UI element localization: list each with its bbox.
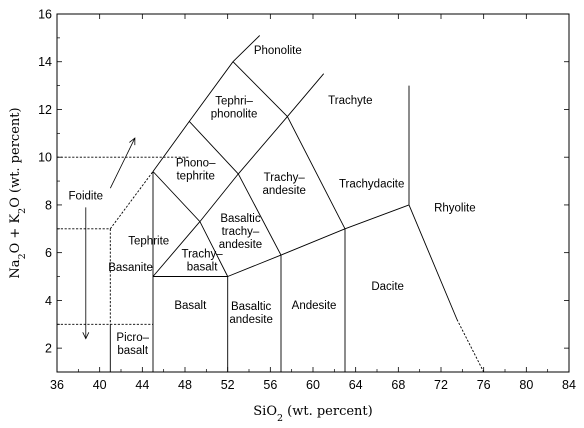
field-label-trachyandesite: Trachy– andesite [262, 172, 305, 197]
y-tick-label: 4 [45, 294, 52, 308]
x-tick-label: 72 [434, 378, 448, 392]
field-label-andesite: Andesite [292, 300, 337, 312]
field-label-phonotephrite: Phono– tephrite [176, 158, 216, 183]
x-tick-label: 36 [50, 378, 64, 392]
x-tick-label: 64 [349, 378, 363, 392]
x-tick-label: 40 [93, 378, 107, 392]
field-label-dacite: Dacite [371, 281, 404, 293]
boundary-trachyte-divider [286, 116, 346, 230]
arrow-up-right [109, 137, 136, 189]
boundary-lines [57, 35, 485, 373]
x-axis-label: SiO2 (wt. percent) [253, 404, 372, 424]
field-label-basaltic-trachyandesite: Basaltic trachy– andesite [219, 213, 262, 251]
y-tick-label: 2 [45, 342, 52, 356]
y-tick-label: 8 [45, 198, 52, 212]
y-tick-label: 14 [38, 55, 52, 69]
x-tick-label: 56 [263, 378, 277, 392]
field-label-trachybasalt: Trachy– basalt [182, 248, 224, 273]
x-tick-label: 60 [306, 378, 320, 392]
y-axis-ticks: 2 4 6 8 10 12 14 16 [38, 8, 569, 373]
boundary-foidite-diagonal [109, 171, 154, 230]
boundary-s2-top [199, 73, 325, 222]
plot-frame [56, 13, 570, 373]
field-label-picrobasalt: Picro– basalt [116, 332, 149, 357]
y-axis-label: Na2O + K2O (wt. percent) [8, 107, 28, 278]
x-tick-label: 76 [477, 378, 491, 392]
y-tick-label: 16 [38, 8, 52, 22]
arrows [82, 137, 136, 340]
field-label-basanite: Basanite [108, 262, 153, 274]
y-tick-label: 6 [45, 246, 52, 260]
boundary-u3-top [232, 61, 288, 117]
field-label-rhyolite: Rhyolite [434, 202, 476, 214]
x-tick-label: 80 [519, 378, 533, 392]
boundary-dacite-right-dashed [456, 319, 485, 373]
boundary-dacite-right-solid [408, 204, 458, 320]
x-tick-label: 84 [562, 378, 576, 392]
field-label-basaltic-andesite: Basaltic andesite [229, 301, 272, 326]
x-tick-label: 68 [391, 378, 405, 392]
x-axis-ticks: 36 40 44 48 52 56 60 64 68 72 76 80 84 [50, 14, 576, 392]
x-tick-label: 48 [178, 378, 192, 392]
arrow-down [82, 207, 90, 340]
boundary-trachy-basalt-lower [152, 221, 201, 277]
boundary-ab-chain [227, 204, 410, 277]
field-label-phonolite: Phonolite [254, 45, 302, 57]
x-tick-label: 44 [135, 378, 149, 392]
field-label-foidite: Foidite [69, 190, 104, 202]
boundary-u2-top [188, 121, 239, 175]
boundary-s3-left [237, 173, 282, 256]
field-label-basalt: Basalt [174, 300, 207, 312]
field-label-tephriphonolite: Tephri– phonolite [211, 96, 258, 121]
field-label-tephrite: Tephrite [128, 236, 169, 248]
field-label-trachyte: Trachyte [328, 95, 372, 107]
y-tick-label: 10 [38, 151, 52, 165]
x-tick-label: 52 [221, 378, 235, 392]
y-tick-label: 12 [38, 103, 52, 117]
field-labels: Phonolite Tephri– phonolite Trachyte Phono– t… [69, 45, 476, 357]
field-label-trachydacite: Trachydacite [339, 178, 404, 190]
